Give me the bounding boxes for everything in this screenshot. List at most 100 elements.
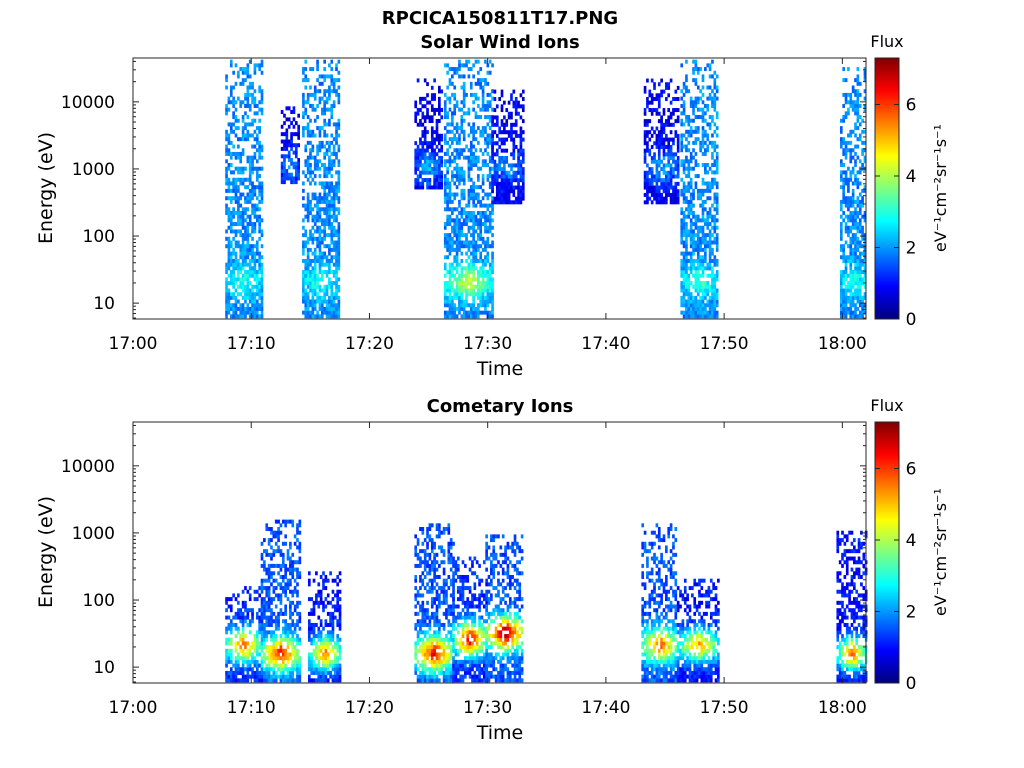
heatmap-cell <box>312 637 316 642</box>
heatmap-cell <box>665 185 668 190</box>
heatmap-cell <box>467 107 471 112</box>
heatmap-cell <box>479 199 483 204</box>
heatmap-cell <box>414 152 418 157</box>
heatmap-cell <box>433 111 436 116</box>
heatmap-cell <box>708 166 712 171</box>
heatmap-cell <box>694 233 698 238</box>
heatmap-cell <box>465 295 468 300</box>
heatmap-cell <box>246 270 250 275</box>
heatmap-cell <box>232 170 235 175</box>
heatmap-cell <box>493 96 497 101</box>
heatmap-cell <box>328 96 331 101</box>
heatmap-cell <box>335 151 338 156</box>
heatmap-cell <box>244 251 247 256</box>
heatmap-cell <box>711 299 714 304</box>
heatmap-cell <box>332 163 336 167</box>
heatmap-cell <box>229 619 233 624</box>
heatmap-cell <box>255 277 259 282</box>
heatmap-cell <box>851 310 855 315</box>
heatmap-cell <box>253 303 257 308</box>
heatmap-cell <box>689 303 693 308</box>
heatmap-cell <box>251 85 254 90</box>
heatmap-cell <box>512 100 516 105</box>
heatmap-cell <box>500 200 504 205</box>
heatmap-cell <box>701 229 705 234</box>
heatmap-cell <box>861 258 864 263</box>
heatmap-cell <box>491 292 494 297</box>
heatmap-cell <box>446 166 449 171</box>
heatmap-cell <box>237 659 240 664</box>
heatmap-cell <box>323 166 326 171</box>
heatmap-cell <box>849 218 853 223</box>
heatmap-cell <box>455 251 459 256</box>
heatmap-cell <box>229 222 233 227</box>
heatmap-cell <box>462 188 466 193</box>
heatmap-cell <box>858 210 862 215</box>
heatmap-cell <box>260 181 264 186</box>
heatmap-cell <box>258 678 261 683</box>
heatmap-cell <box>309 233 312 238</box>
heatmap-cell <box>335 185 338 190</box>
heatmap-cell <box>311 288 315 293</box>
heatmap-cell <box>503 192 506 197</box>
heatmap-cell <box>484 270 487 275</box>
heatmap-cell <box>294 165 298 170</box>
heatmap-cell <box>319 600 323 605</box>
heatmap-cell <box>285 132 289 137</box>
heatmap-cell <box>292 106 296 111</box>
heatmap-cell <box>458 170 461 175</box>
heatmap-cell <box>708 185 712 190</box>
heatmap-cell <box>676 163 680 168</box>
heatmap-cell <box>696 258 700 263</box>
heatmap-cell <box>227 188 231 193</box>
heatmap-cell <box>246 659 250 664</box>
heatmap-cell <box>330 163 334 167</box>
heatmap-cell <box>296 652 299 657</box>
heatmap-cell <box>655 133 659 138</box>
heatmap-cell <box>234 166 238 171</box>
heatmap-cell <box>507 200 511 205</box>
heatmap-cell <box>316 159 319 164</box>
heatmap-cell <box>244 137 247 142</box>
heatmap-cell <box>267 563 271 568</box>
heatmap-cell <box>460 115 464 120</box>
heatmap-cell <box>662 126 666 131</box>
heatmap-cell <box>255 663 259 668</box>
heatmap-cell <box>660 196 663 201</box>
heatmap-cell <box>430 159 434 164</box>
heatmap-cell <box>839 203 843 208</box>
heatmap-cell <box>847 67 850 72</box>
heatmap-cell <box>433 155 436 160</box>
heatmap-cell <box>248 188 252 193</box>
heatmap-cell <box>474 92 478 97</box>
heatmap-cell <box>655 141 659 146</box>
heatmap-cell <box>643 89 647 94</box>
heatmap-cell <box>462 240 466 245</box>
heatmap-cell <box>839 177 843 182</box>
heatmap-cell <box>657 196 661 201</box>
heatmap-cell <box>246 100 250 105</box>
heatmap-cell <box>861 140 864 145</box>
heatmap-cell <box>443 185 447 190</box>
heatmap-cell <box>704 295 707 300</box>
heatmap-cell <box>704 284 707 289</box>
heatmap-cell <box>291 663 295 668</box>
heatmap-cell <box>481 214 485 219</box>
heatmap-cell <box>484 240 487 245</box>
heatmap-cell <box>246 678 250 683</box>
heatmap-cell <box>430 155 434 160</box>
heatmap-cell <box>682 262 686 267</box>
heatmap-cell <box>234 133 238 138</box>
heatmap-cell <box>241 67 245 72</box>
heatmap-cell <box>665 137 668 142</box>
heatmap-cell <box>861 214 864 219</box>
heatmap-cell <box>246 306 250 311</box>
heatmap-cell <box>423 159 427 164</box>
heatmap-cell <box>281 674 285 679</box>
heatmap-cell <box>682 288 686 293</box>
heatmap-cell <box>284 586 287 591</box>
heatmap-cell <box>248 181 252 186</box>
heatmap-cell <box>861 151 864 156</box>
heatmap-cell <box>682 266 686 271</box>
heatmap-cell <box>701 314 705 319</box>
